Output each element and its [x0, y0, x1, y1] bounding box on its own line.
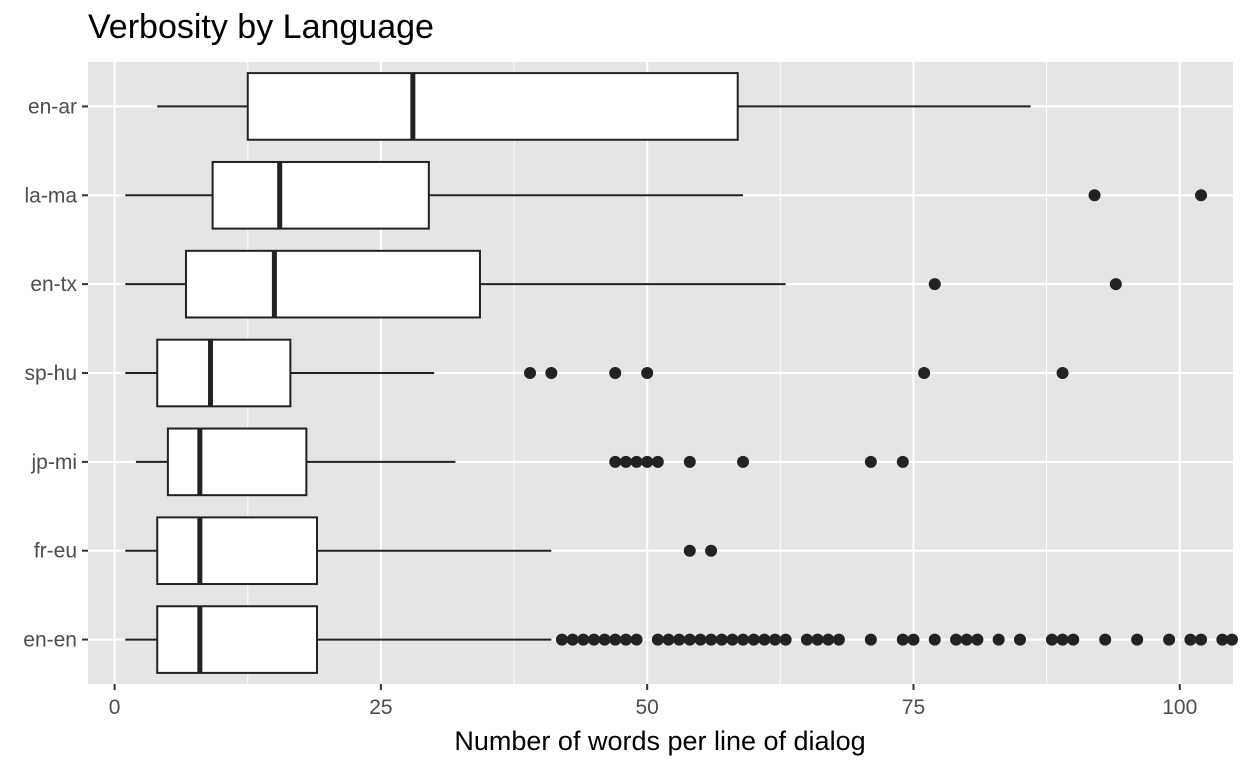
outlier-point	[641, 367, 654, 379]
outlier-point	[683, 544, 696, 557]
outlier-point	[715, 633, 728, 646]
box-iqr	[211, 160, 430, 230]
outlier-point	[907, 633, 920, 646]
outlier-point	[566, 633, 579, 646]
outlier-point	[673, 633, 686, 646]
box-iqr	[246, 72, 739, 141]
outlier-point	[737, 633, 750, 646]
outlier-point	[1067, 633, 1080, 646]
outlier-point	[769, 633, 781, 646]
outlier-point	[992, 633, 1005, 646]
outlier-point	[1099, 633, 1112, 646]
x-tick-label: 25	[369, 696, 392, 719]
outlier-point	[1056, 633, 1069, 646]
y-tick-label: en-en	[23, 629, 77, 652]
outlier-point	[555, 633, 568, 646]
outlier-point	[1163, 633, 1176, 646]
box-iqr	[156, 605, 318, 674]
outlier-point	[683, 633, 696, 646]
outlier-point	[619, 455, 632, 468]
outlier-point	[694, 633, 707, 646]
outlier-point	[822, 633, 835, 646]
outlier-point	[811, 633, 824, 646]
x-tick-label: 75	[902, 696, 925, 719]
outlier-point	[609, 367, 622, 379]
box-group-la-ma	[125, 160, 1208, 230]
box-group-en-en	[125, 605, 1238, 674]
outlier-point	[630, 633, 643, 646]
outlier-point	[737, 455, 750, 468]
outlier-point	[587, 633, 600, 646]
box-group-en-ar	[157, 72, 1031, 141]
box-iqr	[156, 516, 318, 586]
box-iqr	[184, 249, 481, 319]
outlier-point	[609, 633, 622, 646]
outlier-point	[1195, 633, 1208, 646]
box-iqr	[156, 338, 292, 408]
outlier-point	[683, 455, 696, 468]
y-tick-label: fr-eu	[34, 540, 77, 563]
outlier-point	[918, 367, 931, 379]
outlier-point	[630, 455, 643, 468]
outlier-point	[832, 633, 845, 646]
y-tick-label: en-ar	[28, 95, 77, 118]
outlier-point	[747, 633, 760, 646]
outlier-point	[1216, 633, 1229, 646]
x-tick-label: 50	[636, 696, 659, 719]
outlier-point	[545, 367, 558, 379]
outlier-point	[1109, 278, 1122, 291]
outlier-point	[609, 455, 622, 468]
outlier-point	[705, 544, 718, 557]
outlier-point	[705, 633, 718, 646]
outlier-point	[1056, 367, 1069, 379]
outlier-point	[524, 367, 537, 379]
outlier-point	[577, 633, 590, 646]
y-axis: en-ar la-ma en-tx sp-hu jp-mi fr-eu en-en	[23, 95, 88, 652]
outlier-point	[651, 455, 664, 468]
x-tick-label: 100	[1162, 696, 1197, 719]
outlier-point	[619, 633, 632, 646]
x-axis-title: Number of words per line of dialog	[454, 726, 865, 756]
outlier-point	[896, 633, 909, 646]
outlier-point	[800, 633, 813, 646]
boxes-layer	[125, 72, 1238, 674]
x-axis: 0 25 50 75 100	[109, 684, 1197, 719]
outlier-point	[928, 633, 941, 646]
y-tick-label: la-ma	[24, 184, 77, 207]
x-tick-label: 0	[109, 696, 121, 719]
outlier-point	[896, 455, 909, 468]
outlier-point	[864, 455, 877, 468]
outlier-point	[1013, 633, 1026, 646]
outlier-point	[641, 455, 654, 468]
outlier-point	[864, 633, 877, 646]
outlier-point	[651, 633, 664, 646]
outlier-point	[779, 633, 792, 646]
outlier-point	[662, 633, 675, 646]
box-group-sp-hu	[125, 338, 1069, 408]
outlier-point	[1195, 189, 1208, 202]
outlier-point	[971, 633, 984, 646]
outlier-point	[960, 633, 973, 646]
outlier-point	[928, 278, 941, 291]
y-tick-label: jp-mi	[31, 451, 78, 474]
outlier-point	[1131, 633, 1144, 646]
outlier-point	[950, 633, 963, 646]
y-tick-label: sp-hu	[24, 362, 77, 385]
outlier-point	[1226, 633, 1238, 646]
outlier-point	[1088, 189, 1101, 202]
box-group-jp-mi	[135, 427, 909, 497]
outlier-point	[1045, 633, 1058, 646]
box-group-fr-eu	[125, 516, 718, 586]
outlier-point	[1184, 633, 1197, 646]
chart-title: Verbosity by Language	[88, 8, 434, 46]
outlier-point	[758, 633, 771, 646]
y-tick-label: en-tx	[30, 273, 77, 296]
box-iqr	[166, 427, 308, 497]
outlier-point	[726, 633, 739, 646]
box-group-en-tx	[125, 249, 1122, 319]
outlier-point	[598, 633, 611, 646]
